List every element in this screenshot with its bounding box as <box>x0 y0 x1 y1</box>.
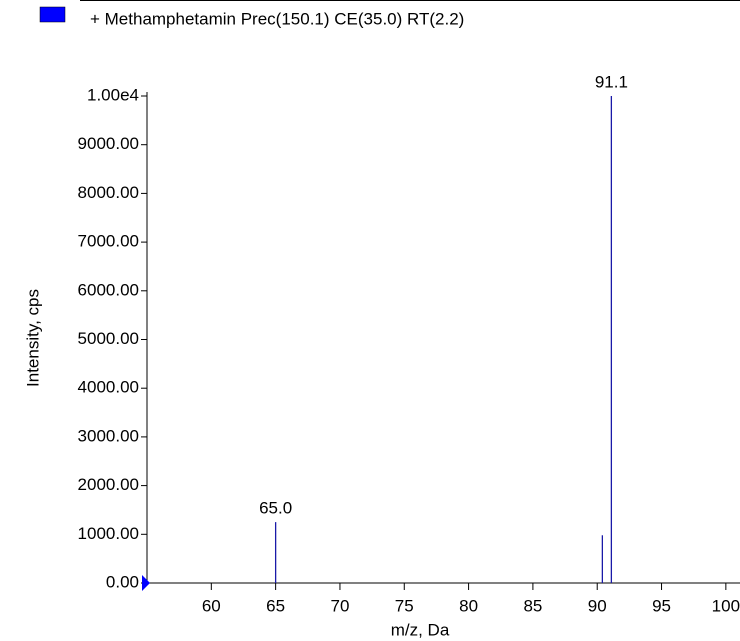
y-tick-label: 4000.00 <box>78 378 139 397</box>
y-tick-label: 7000.00 <box>78 232 139 251</box>
x-tick-label: 70 <box>330 596 349 615</box>
legend-swatch <box>39 6 66 23</box>
y-tick-label: 2000.00 <box>78 475 139 494</box>
y-tick-label: 6000.00 <box>78 280 139 299</box>
y-tick-label: 1000.00 <box>78 524 139 543</box>
y-tick-label: 0.00 <box>106 572 139 591</box>
legend-label: + Methamphetamin Prec(150.1) CE(35.0) RT… <box>90 9 464 28</box>
x-tick-label: 60 <box>202 596 221 615</box>
x-tick-label: 85 <box>523 596 542 615</box>
y-tick-label: 8000.00 <box>78 183 139 202</box>
x-tick-label: 95 <box>652 596 671 615</box>
x-tick-label: 90 <box>588 596 607 615</box>
x-tick-label: 65 <box>266 596 285 615</box>
peak-label: 65.0 <box>259 499 292 518</box>
x-axis-label: m/z, Da <box>391 620 450 639</box>
y-tick-label: 5000.00 <box>78 329 139 348</box>
y-tick-label: 9000.00 <box>78 134 139 153</box>
x-tick-label: 100 <box>712 596 740 615</box>
x-tick-label: 75 <box>395 596 414 615</box>
x-tick-label: 80 <box>459 596 478 615</box>
origin-marker <box>142 575 150 591</box>
y-tick-label: 3000.00 <box>78 426 139 445</box>
peak-label: 91.1 <box>595 72 628 91</box>
y-tick-label: 1.00e4 <box>87 85 139 104</box>
y-axis-label: Intensity, cps <box>23 289 42 387</box>
